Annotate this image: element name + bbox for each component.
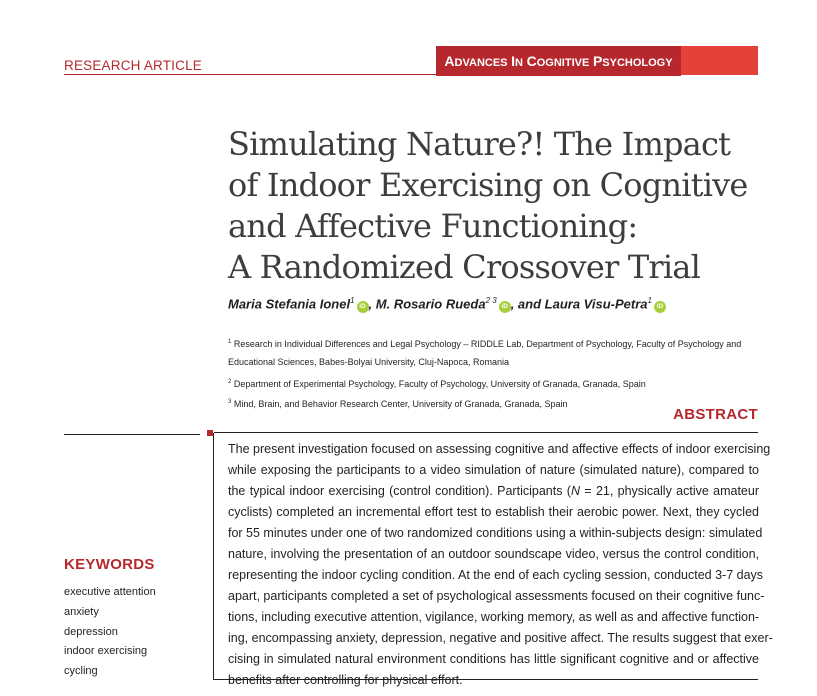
abstract-line: ing, encompassing anxiety, depression, n… xyxy=(228,631,773,645)
affiliation: 2 Department of Experimental Psychology,… xyxy=(228,372,646,394)
author-name: Laura Visu-Petra xyxy=(544,296,648,312)
affiliation-text: Research in Individual Differences and L… xyxy=(233,339,742,349)
abstract-rule xyxy=(214,432,758,433)
abstract-line: The present investigation focused on ass… xyxy=(228,442,771,456)
author-name: M. Rosario Rueda xyxy=(375,296,486,312)
title-line: of Indoor Exercising on Cognitive xyxy=(228,166,748,204)
orcid-icon[interactable]: iD xyxy=(356,301,369,314)
keyword-item: anxiety xyxy=(64,605,99,618)
keywords-heading: KEYWORDS xyxy=(64,556,155,573)
paper-title: Simulating Nature?! The Impact of Indoor… xyxy=(228,124,788,288)
header-rule xyxy=(64,74,758,75)
title-line: A Randomized Crossover Trial xyxy=(228,248,701,286)
affiliation-sup: 3 xyxy=(228,399,232,405)
affiliation: 3 Mind, Brain, and Behavior Research Cen… xyxy=(228,392,568,414)
affiliation-text: Educational Sciences, Babes-Bolyai Unive… xyxy=(228,357,509,367)
abstract-line: while exposing the participants to a vid… xyxy=(228,463,759,477)
abstract-line: representing the indoor cycling conditio… xyxy=(228,568,764,582)
author-name: Maria Stefania Ionel xyxy=(228,296,351,312)
abstract-heading: ABSTRACT xyxy=(673,406,758,423)
abstract-line: for 55 minutes under one of two randomiz… xyxy=(228,526,763,540)
section-marker xyxy=(207,430,213,436)
orcid-icon[interactable]: iD xyxy=(498,301,511,314)
abstract-line: cyclists) completed an incremental effor… xyxy=(228,505,759,519)
article-type-label: Research Article xyxy=(64,58,202,73)
abstract-line: benefits after controlling for physical … xyxy=(228,673,463,687)
affiliation-sup: 2 xyxy=(228,379,232,385)
keyword-item: executive attention xyxy=(64,586,156,598)
affiliation-sup: 1 xyxy=(228,339,232,345)
abstract-line: nature, involving the presentation of an… xyxy=(228,547,759,561)
abstract-body: The present investigation focused on ass… xyxy=(228,439,773,691)
affiliation: Educational Sciences, Babes-Bolyai Unive… xyxy=(228,352,509,372)
abstract-line: tions, including executive attention, vi… xyxy=(228,610,760,624)
column-divider xyxy=(213,433,214,679)
keyword-item: indoor exercising xyxy=(64,645,148,658)
author-affil-sup: 1 xyxy=(350,296,355,305)
abstract-line: cising in simulated natural environment … xyxy=(228,652,759,666)
author-list: Maria Stefania Ionel1iD, M. Rosario Rued… xyxy=(228,296,666,314)
abstract-line: apart, participants completed a set of p… xyxy=(228,589,765,603)
journal-banner: ADVANCES IN COGNITIVE PSYCHOLOGY xyxy=(436,46,681,76)
author-affil-sup: 1 xyxy=(647,296,652,305)
title-line: Simulating Nature?! The Impact xyxy=(228,125,731,163)
keywords-list: executive attention anxiety depression indo… xyxy=(64,583,156,682)
bottom-rule xyxy=(213,679,758,680)
abstract-line: the typical indoor exercising (control c… xyxy=(228,484,759,498)
journal-name: ADVANCES IN COGNITIVE PSYCHOLOGY xyxy=(444,53,673,69)
banner-accent xyxy=(681,46,758,75)
author-affil-sup: 2 3 xyxy=(485,296,497,305)
title-line: and Affective Functioning: xyxy=(228,207,638,245)
affiliation-text: Department of Experimental Psychology, F… xyxy=(233,379,646,389)
affiliation: 1 Research in Individual Differences and… xyxy=(228,332,741,354)
orcid-icon[interactable]: iD xyxy=(653,301,666,314)
left-rule xyxy=(64,434,200,435)
affiliation-text: Mind, Brain, and Behavior Research Cente… xyxy=(233,399,568,409)
keyword-item: cycling xyxy=(64,665,98,678)
keyword-item: depression xyxy=(64,625,118,638)
